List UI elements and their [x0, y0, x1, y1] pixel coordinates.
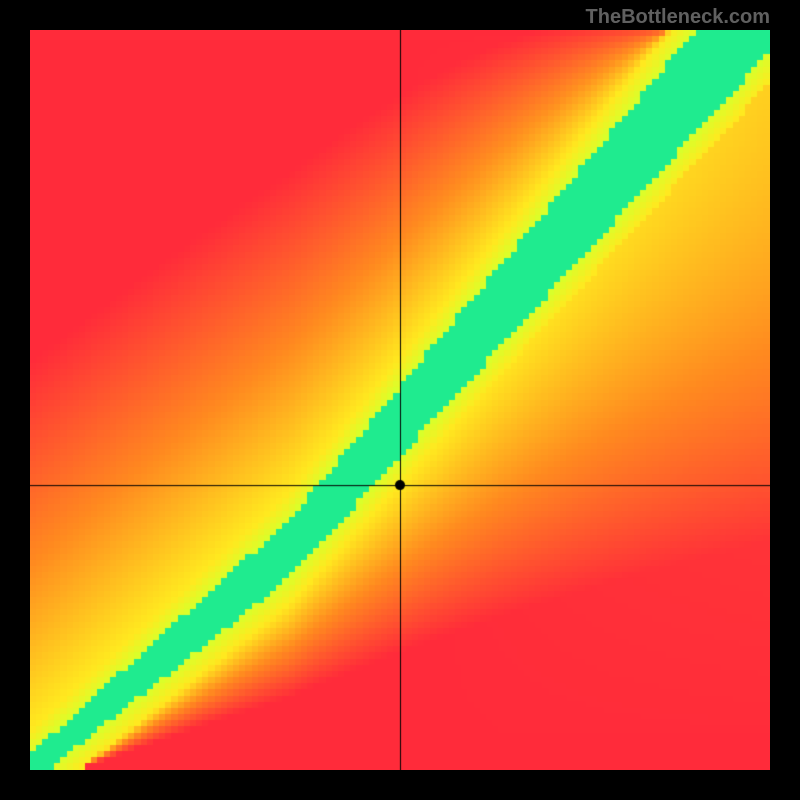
watermark-text: TheBottleneck.com [586, 6, 770, 29]
chart-container: TheBottleneck.com [0, 0, 800, 800]
bottleneck-heatmap [30, 30, 770, 770]
